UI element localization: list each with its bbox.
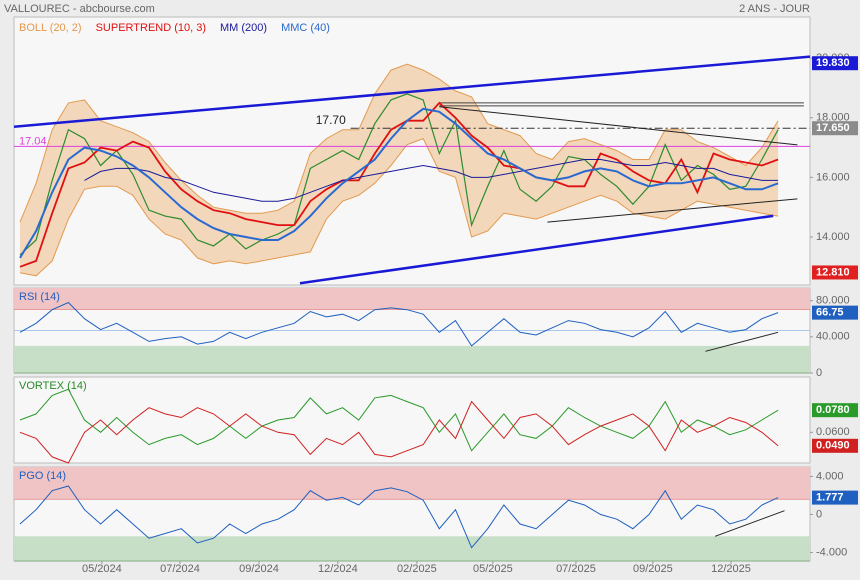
price-line [19,93,779,256]
value-box [812,56,858,71]
series-line [19,107,779,259]
y-tick-label: 80.000 [816,295,850,307]
x-tick-label: 05/2025 [473,563,513,575]
series-line [19,485,779,549]
value-label: 12.810 [816,266,850,278]
series-line [84,159,779,202]
zone [14,288,810,310]
x-tick-label: 09/2025 [633,563,673,575]
y-tick-label: -4.000 [816,546,847,558]
annotation: 17.70 [316,113,346,127]
trend-line [547,198,798,223]
series-line [19,101,779,268]
panel-title: VORTEX (14) [19,380,87,392]
boll-upper [19,63,779,223]
trend-line [299,214,774,285]
value-label: 19.830 [816,57,850,69]
chart-title: VALLOUREC - abcbourse.com [4,3,155,15]
x-tick-label: 07/2025 [556,563,596,575]
zone [14,345,810,373]
y-tick-label: 4.000 [816,470,844,482]
legend-entry: MMC (40) [281,22,330,34]
x-tick-label: 12/2024 [318,563,358,575]
value-box [812,305,858,320]
panel-title: PGO (14) [19,470,66,482]
trend-line [439,106,798,146]
value-box [812,438,858,453]
series-line [19,388,779,452]
value-box [812,265,858,280]
value-label: 17.650 [816,122,850,134]
x-tick-label: 02/2025 [397,563,437,575]
series-line [19,301,779,347]
y-tick-label: 0.0600 [816,426,850,438]
x-tick-label: 05/2024 [82,563,122,575]
y-tick-label: 14.000 [816,231,850,243]
boll-band [20,64,779,276]
trend-line [13,55,811,128]
x-tick-label: 07/2024 [160,563,200,575]
y-tick-label: 0 [816,367,822,379]
y-tick-label: 18.000 [816,112,850,124]
y-tick-label: 0 [816,508,822,520]
value-box [812,490,858,505]
zone [14,536,810,561]
legend-entry: BOLL (20, 2) [19,22,82,34]
h-line-label: 17.04 [19,135,47,147]
panel-title: RSI (14) [19,291,60,303]
series-line [19,400,779,464]
value-label: 66.75 [816,307,844,319]
trend-line [714,510,785,537]
x-tick-label: 12/2025 [711,563,751,575]
boll-lower [19,137,779,277]
value-label: 0.0490 [816,440,850,452]
y-tick-label: 16.000 [816,171,850,183]
value-box [812,121,858,136]
legend-entry: SUPERTREND (10, 3) [96,22,206,34]
y-tick-label: 40.000 [816,331,850,343]
legend-entry: MM (200) [220,22,267,34]
value-label: 0.0780 [816,404,850,416]
value-label: 1.777 [816,492,844,504]
x-tick-label: 09/2024 [239,563,279,575]
trend-line [705,331,779,352]
value-box [812,403,858,418]
period: 2 ANS - JOUR [739,3,810,15]
